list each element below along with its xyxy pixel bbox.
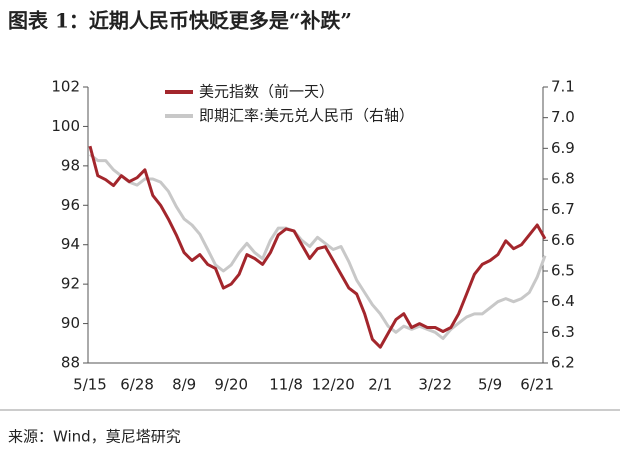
y2-tick-label: 6.4	[551, 292, 575, 310]
x-tick-label: 8/9	[172, 376, 196, 394]
y-tick-label: 102	[51, 78, 80, 96]
x-tick-label: 5/9	[478, 376, 502, 394]
y2-tick-label: 6.8	[551, 170, 575, 188]
y-tick-label: 96	[61, 196, 80, 214]
source: 来源：Wind，莫尼塔研究	[8, 428, 181, 446]
y2-tick-label: 6.3	[551, 323, 575, 341]
y2-tick-label: 6.6	[551, 231, 575, 249]
y-tick-label: 88	[61, 354, 80, 372]
series-line	[88, 145, 547, 349]
y2-tick-label: 6.9	[551, 139, 575, 157]
y2-tick-label: 6.2	[551, 354, 575, 372]
y-tick-label: 94	[61, 235, 80, 253]
y2-tick-label: 6.5	[551, 262, 575, 280]
y2-tick-label: 7.1	[551, 78, 575, 96]
x-tick-label: 9/20	[214, 376, 248, 394]
legend-label: 即期汇率:美元兑人民币（右轴）	[199, 107, 414, 125]
x-tick-label: 6/21	[520, 376, 554, 394]
y-tick-label: 90	[61, 314, 80, 332]
x-tick-label: 6/28	[120, 376, 154, 394]
legend-label: 美元指数（前一天）	[199, 83, 334, 101]
y-tick-label: 100	[51, 117, 80, 135]
y2-tick-label: 7.0	[551, 108, 575, 126]
x-tick-label: 12/20	[312, 376, 355, 394]
y2-tick-label: 6.7	[551, 200, 575, 218]
x-tick-label: 3/22	[418, 376, 452, 394]
series-line	[89, 153, 547, 340]
x-tick-label: 2/1	[368, 376, 392, 394]
x-tick-label: 11/8	[269, 376, 303, 394]
x-tick-label: 5/15	[73, 376, 107, 394]
y-tick-label: 92	[61, 275, 80, 293]
y-tick-label: 98	[61, 156, 80, 174]
chart-title: 图表 1：近期人民币快贬更多是“补跌”	[8, 9, 352, 33]
